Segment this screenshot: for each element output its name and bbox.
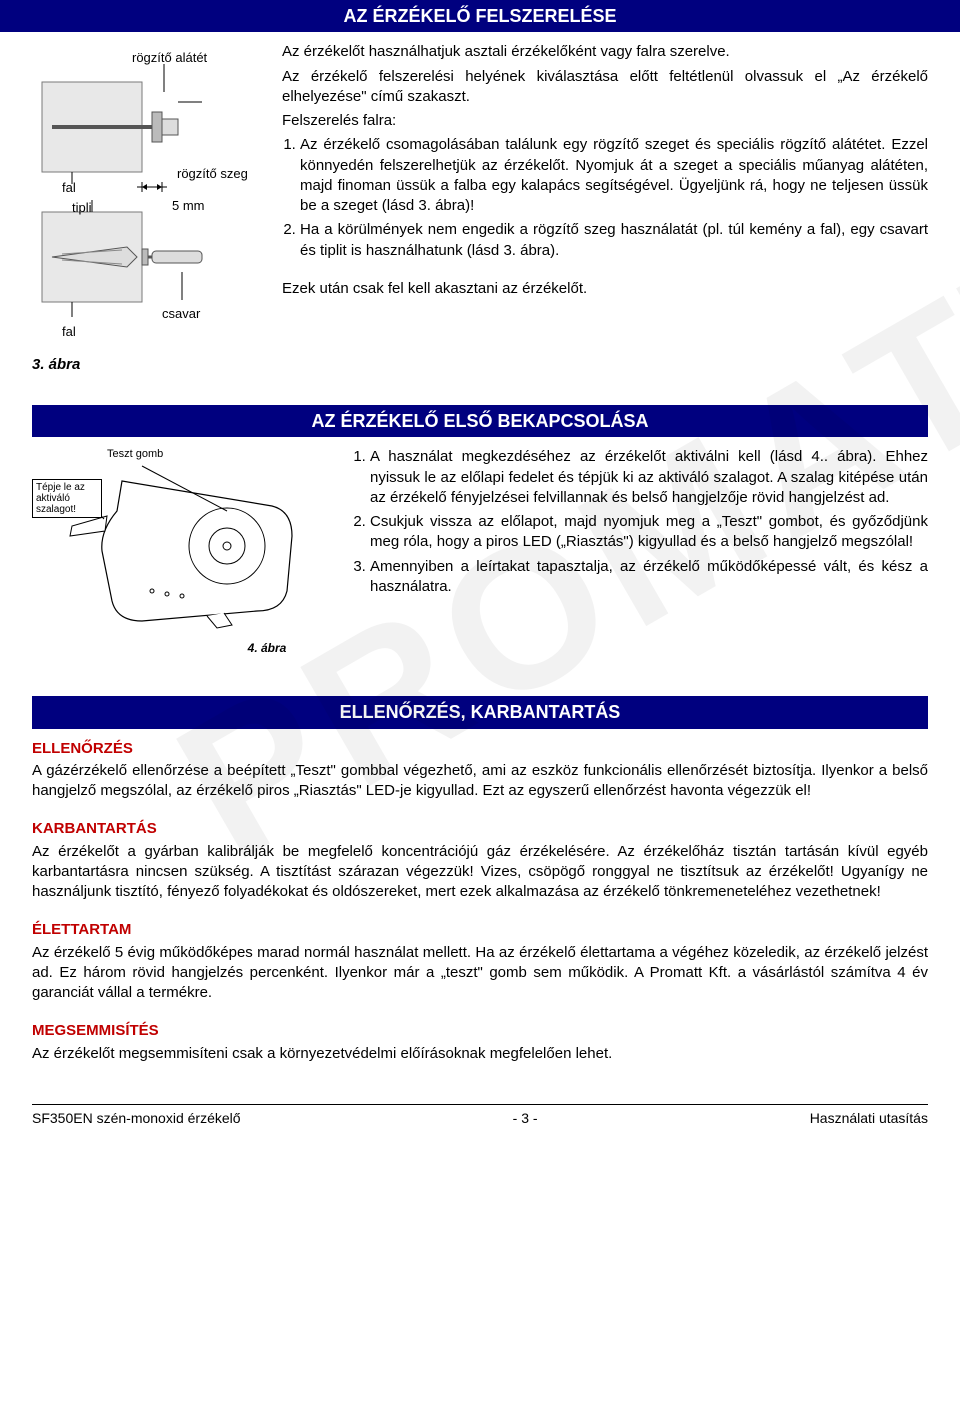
firston-li2: Csukjuk vissza az előlapot, majd nyomjuk…: [370, 512, 928, 553]
maint-p4: Az érzékelőt megsemmisíteni csak a körny…: [32, 1044, 928, 1064]
fig3-label-fal2: fal: [62, 323, 76, 341]
firston-text: A használat megkezdéséhez az érzékelőt a…: [352, 447, 928, 656]
fig3-label-fal1: fal: [62, 179, 76, 197]
fig4-callout: Tépje le az aktiváló szalagot!: [32, 479, 102, 518]
install-li1: Az érzékelő csomagolásában találunk egy …: [300, 135, 928, 216]
banner-install: AZ ÉRZÉKELŐ FELSZERELÉSE: [0, 0, 960, 32]
fig3-caption: 3. ábra: [32, 355, 262, 375]
subhead-check: ELLENŐRZÉS: [32, 739, 928, 759]
firston-li3: Amennyiben a leírtakat tapasztalja, az é…: [370, 557, 928, 598]
install-p2: Az érzékelő felszerelési helyének kivála…: [282, 67, 928, 108]
subhead-disposal: MEGSEMMISÍTÉS: [32, 1021, 928, 1041]
install-p4: Ezek után csak fel kell akasztani az érz…: [282, 279, 928, 299]
maint-p1: A gázérzékelő ellenőrzése a beépített „T…: [32, 761, 928, 802]
section-firston: Teszt gomb Tépje le az aktiváló szalagot…: [32, 447, 928, 656]
install-text: Az érzékelőt használhatjuk asztali érzék…: [282, 42, 928, 375]
footer-center: - 3 -: [513, 1109, 538, 1128]
footer-left: SF350EN szén-monoxid érzékelő: [32, 1109, 241, 1128]
subhead-maint: KARBANTARTÁS: [32, 819, 928, 839]
maint-p2: Az érzékelőt a gyárban kalibrálják be me…: [32, 842, 928, 903]
fig4-label-teszt: Teszt gomb: [107, 447, 163, 462]
install-li2: Ha a körülmények nem engedik a rögzítő s…: [300, 220, 928, 261]
fig4-caption: 4. ábra: [202, 640, 332, 656]
fig3-label-szeg: rögzítő szeg: [177, 165, 248, 183]
subhead-life: ÉLETTARTAM: [32, 920, 928, 940]
section-install: rögzítő alátét fal tipli rögzítő szeg 5 …: [32, 42, 928, 375]
banner-firston: AZ ÉRZÉKELŐ ELSŐ BEKAPCSOLÁSA: [32, 405, 928, 437]
page-footer: SF350EN szén-monoxid érzékelő - 3 - Hasz…: [32, 1104, 928, 1128]
figure-4: Teszt gomb Tépje le az aktiváló szalagot…: [32, 447, 332, 656]
install-p3: Felszerelés falra:: [282, 111, 928, 131]
fig3-label-5mm: 5 mm: [172, 197, 205, 215]
install-p1: Az érzékelőt használhatjuk asztali érzék…: [282, 42, 928, 62]
firston-li1: A használat megkezdéséhez az érzékelőt a…: [370, 447, 928, 508]
fig3-label-alatet: rögzítő alátét: [132, 49, 207, 67]
section-maint: ELLENŐRZÉS A gázérzékelő ellenőrzése a b…: [32, 739, 928, 1064]
banner-maint: ELLENŐRZÉS, KARBANTARTÁS: [32, 696, 928, 728]
figure-3: rögzítő alátét fal tipli rögzítő szeg 5 …: [32, 42, 262, 375]
maint-p3: Az érzékelő 5 évig működőképes marad nor…: [32, 943, 928, 1004]
fig3-label-tipli: tipli: [72, 199, 92, 217]
fig3-label-csavar: csavar: [162, 305, 200, 323]
footer-right: Használati utasítás: [810, 1109, 928, 1128]
